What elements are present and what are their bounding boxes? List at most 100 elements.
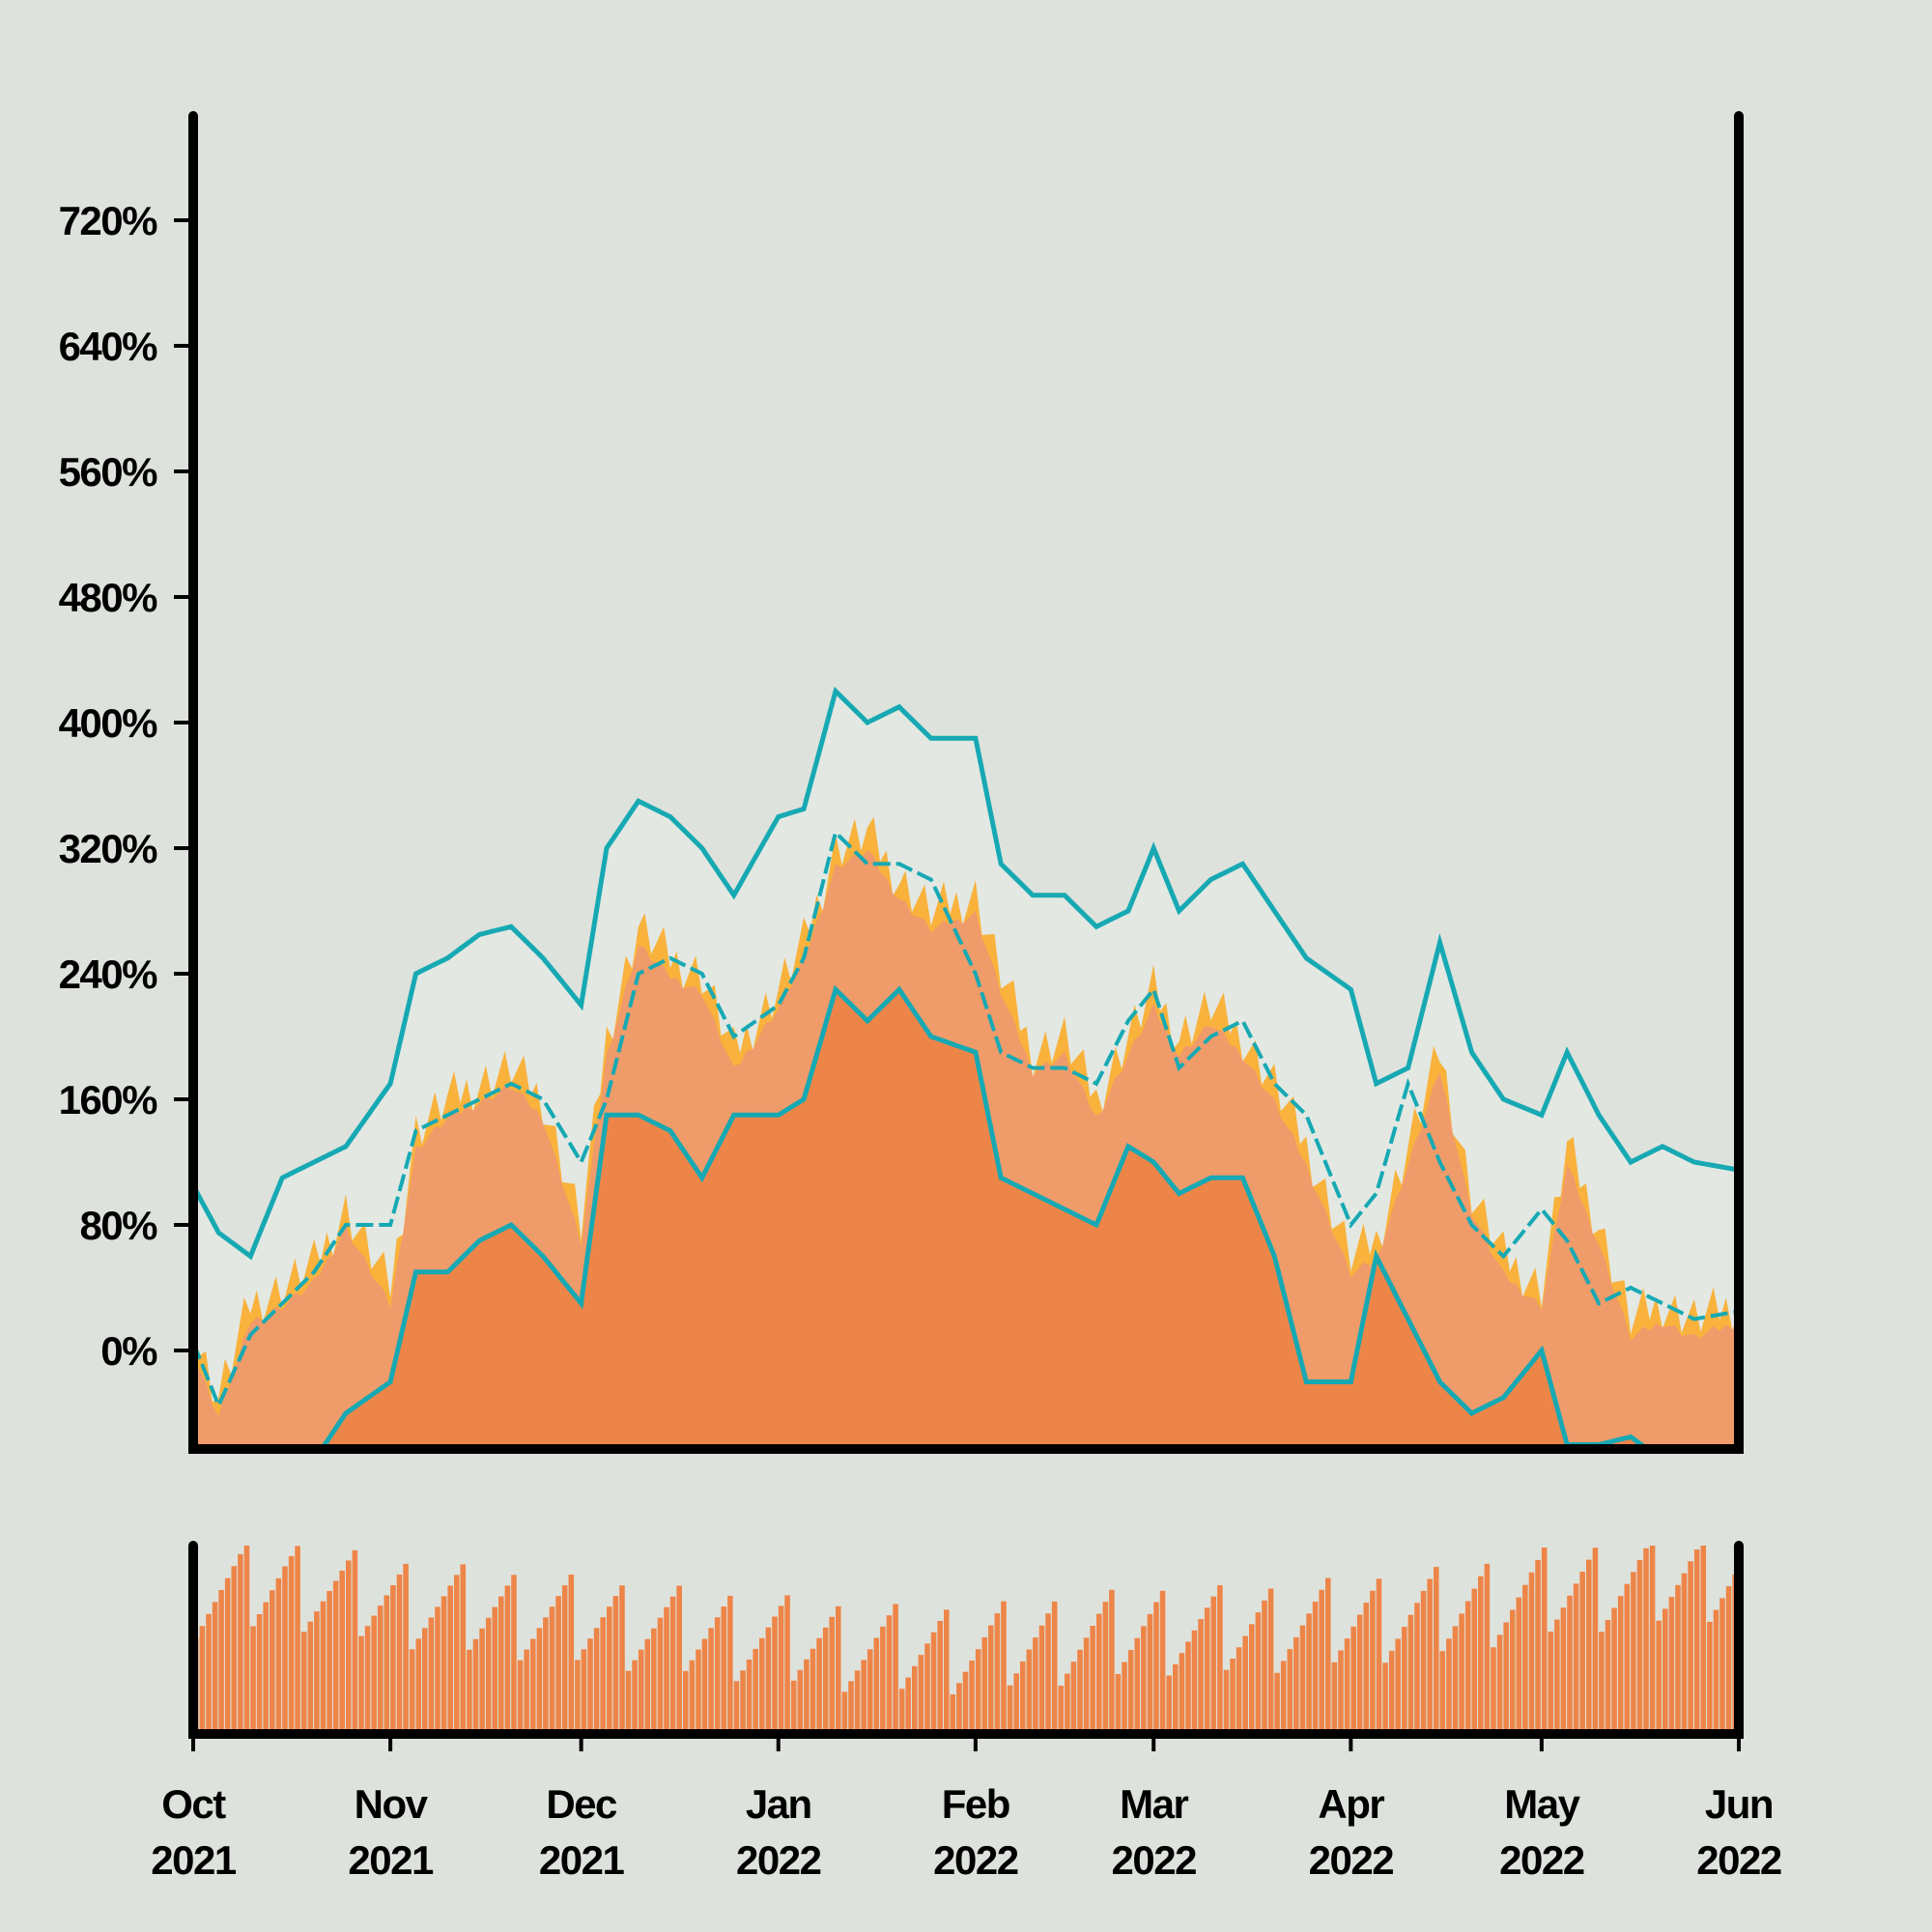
- volume-bar: [1293, 1636, 1299, 1734]
- volume-bar: [1668, 1597, 1675, 1734]
- volume-bar: [587, 1638, 593, 1734]
- volume-bar: [1636, 1560, 1643, 1734]
- volume-bar: [409, 1649, 415, 1734]
- volume-bar: [1007, 1685, 1013, 1734]
- volume-bar: [1331, 1662, 1338, 1734]
- volume-bar: [224, 1577, 231, 1734]
- volume-bar: [1592, 1548, 1599, 1734]
- volume-bar: [619, 1585, 625, 1734]
- volume-bar: [1153, 1602, 1159, 1734]
- volume-bar: [1388, 1650, 1395, 1734]
- volume-bar: [962, 1671, 969, 1735]
- volume-bar: [1535, 1559, 1541, 1734]
- volume-bar: [492, 1606, 498, 1734]
- y-tick-label: 640%: [59, 324, 158, 369]
- volume-bar: [561, 1585, 568, 1734]
- volume-bar: [988, 1625, 994, 1734]
- volume-bar: [1319, 1589, 1324, 1734]
- volume-bar: [1414, 1603, 1420, 1734]
- volume-bar: [689, 1660, 696, 1734]
- volume-bar: [1688, 1561, 1693, 1734]
- volume-bar: [714, 1617, 721, 1734]
- volume-bar: [1522, 1584, 1528, 1734]
- volume-bar: [295, 1546, 300, 1734]
- volume-bar: [422, 1628, 428, 1734]
- volume-bar: [607, 1606, 612, 1734]
- volume-bar: [836, 1605, 841, 1734]
- volume-bar: [467, 1649, 472, 1734]
- volume-bar: [898, 1689, 905, 1734]
- volume-bar: [1217, 1585, 1223, 1735]
- volume-bar: [1204, 1607, 1210, 1734]
- volume-bar: [1179, 1653, 1185, 1735]
- volume-bar: [1280, 1661, 1287, 1734]
- volume-bar: [600, 1617, 606, 1734]
- volume-bar: [1395, 1638, 1401, 1734]
- volume-bar: [778, 1605, 784, 1734]
- lower-band-line: [319, 984, 1652, 1449]
- volume-bar: [905, 1677, 911, 1734]
- volume-bar: [1605, 1619, 1611, 1734]
- volume-bar: [575, 1660, 581, 1734]
- volume-bar: [428, 1617, 435, 1734]
- volume-bar: [1434, 1567, 1439, 1734]
- volume-bar: [364, 1626, 371, 1734]
- volume-bar: [1586, 1559, 1592, 1734]
- volume-bar: [460, 1564, 467, 1734]
- volume-bar: [543, 1617, 549, 1734]
- volume-bar: [1484, 1563, 1491, 1734]
- volume-bar: [740, 1670, 746, 1734]
- volume-bar: [924, 1643, 930, 1734]
- volume-bar: [1325, 1577, 1331, 1734]
- volume-bar: [1173, 1663, 1179, 1734]
- volume-bar: [918, 1655, 924, 1734]
- volume-bar: [199, 1626, 206, 1734]
- volume-bar: [472, 1638, 479, 1734]
- volume-bar: [880, 1626, 886, 1734]
- volume-bar: [944, 1609, 950, 1734]
- axes: [188, 111, 1744, 1739]
- volume-bar: [1198, 1619, 1204, 1734]
- volume-bar: [1312, 1602, 1319, 1734]
- volume-bar: [1656, 1620, 1662, 1734]
- volume-bar: [1127, 1650, 1134, 1734]
- volume-bar: [765, 1627, 772, 1734]
- x-tick-month: Dec: [546, 1781, 617, 1827]
- volume-bar: [282, 1566, 288, 1735]
- volume-bar: [746, 1660, 753, 1734]
- volume-bar: [377, 1605, 384, 1734]
- volume-bar: [612, 1596, 619, 1734]
- volume-bar: [981, 1636, 988, 1734]
- volume-bar: [1306, 1613, 1312, 1734]
- volume-bar: [772, 1616, 778, 1734]
- volume-bar: [1382, 1662, 1388, 1734]
- volume-bar: [1725, 1586, 1732, 1734]
- volume-bar: [415, 1638, 422, 1734]
- volume-bar: [307, 1621, 314, 1734]
- y-axis-ticks: 0% 80% 160% 240% 320% 400% 480% 560% 640% 720%: [59, 198, 193, 1374]
- volume-bar: [816, 1637, 822, 1734]
- volume-bar: [1070, 1662, 1077, 1734]
- volume-bar: [1350, 1626, 1356, 1734]
- volume-bar: [1427, 1578, 1433, 1734]
- volume-bar: [435, 1606, 440, 1734]
- volume-bar: [593, 1628, 600, 1734]
- volume-bar: [530, 1638, 536, 1734]
- volume-bar: [1707, 1621, 1713, 1734]
- volume-bar: [651, 1628, 657, 1734]
- volume-bar: [1134, 1637, 1141, 1734]
- volume-bar: [696, 1649, 701, 1734]
- volume-bar: [1159, 1590, 1166, 1734]
- volume-bar: [1013, 1673, 1019, 1734]
- volume-bar: [854, 1670, 861, 1734]
- volume-bar: [243, 1546, 250, 1734]
- x-tick-month: Apr: [1318, 1781, 1384, 1827]
- volume-bar: [332, 1580, 339, 1734]
- volume-plot-area: [193, 1546, 1738, 1735]
- volume-bar: [1045, 1613, 1051, 1734]
- volume-bar: [536, 1628, 543, 1734]
- volume-bar: [1058, 1686, 1065, 1734]
- volume-bar: [1020, 1661, 1026, 1734]
- volume-bar: [1356, 1614, 1363, 1734]
